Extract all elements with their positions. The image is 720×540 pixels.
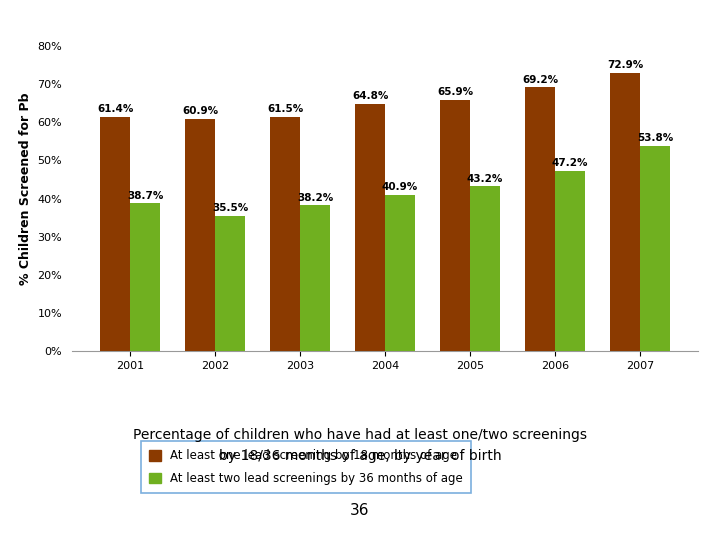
Bar	[555, 171, 585, 351]
Text: 61.5%: 61.5%	[267, 104, 303, 114]
Text: 72.9%: 72.9%	[607, 60, 644, 70]
Bar	[526, 87, 555, 351]
Text: 69.2%: 69.2%	[522, 75, 559, 85]
Text: 61.4%: 61.4%	[97, 104, 133, 114]
Bar	[640, 146, 670, 351]
Text: Percentage of children who have had at least one/two screenings: Percentage of children who have had at l…	[133, 428, 587, 442]
Text: 47.2%: 47.2%	[552, 158, 588, 168]
Text: 60.9%: 60.9%	[182, 106, 218, 116]
Bar	[130, 204, 160, 351]
Text: 40.9%: 40.9%	[382, 183, 418, 192]
Text: 36: 36	[350, 503, 370, 518]
Text: 43.2%: 43.2%	[467, 174, 503, 184]
Bar	[300, 205, 330, 351]
Bar	[470, 186, 500, 351]
Legend: At least one lead screening by 18 months of age, At least two lead screenings by: At least one lead screening by 18 months…	[140, 441, 471, 493]
Bar	[186, 119, 215, 351]
Bar	[356, 104, 385, 351]
Text: by 18/36 months of age, by year of birth: by 18/36 months of age, by year of birth	[219, 449, 501, 463]
Text: 64.8%: 64.8%	[352, 91, 389, 102]
Bar	[101, 117, 130, 351]
Bar	[441, 100, 470, 351]
Bar	[215, 215, 245, 351]
Y-axis label: % Children Screened for Pb: % Children Screened for Pb	[19, 93, 32, 285]
Text: 53.8%: 53.8%	[637, 133, 673, 143]
Text: 65.9%: 65.9%	[437, 87, 473, 97]
Bar	[611, 73, 640, 351]
Text: 35.5%: 35.5%	[212, 203, 248, 213]
Text: 38.7%: 38.7%	[127, 191, 163, 201]
Bar	[385, 195, 415, 351]
Bar	[271, 117, 300, 351]
Text: 38.2%: 38.2%	[297, 193, 333, 202]
